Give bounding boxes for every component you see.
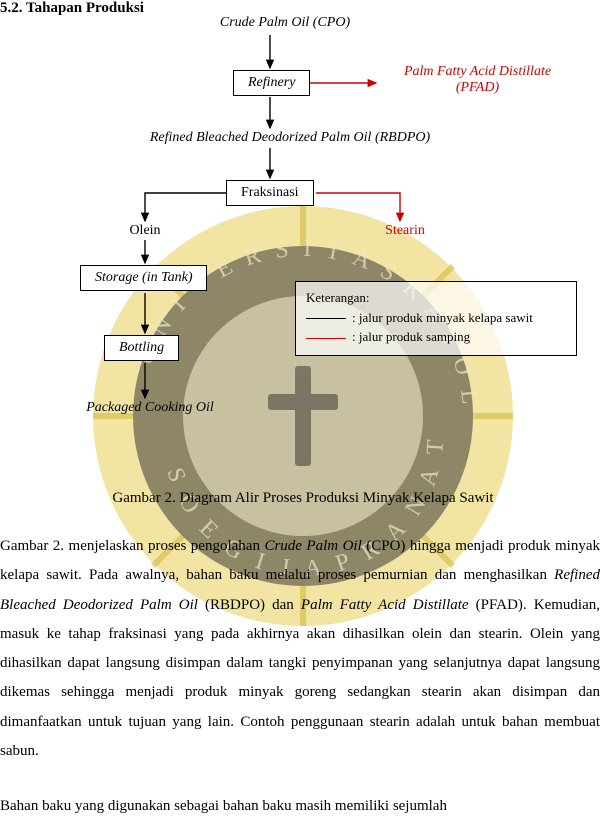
flow-diagram: Crude Palm Oil (CPO) Refinery Palm Fatty… bbox=[0, 15, 606, 445]
figure-caption: Gambar 2. Diagram Alir Proses Produksi M… bbox=[0, 490, 606, 507]
paragraph-1: Gambar 2. menjelaskan proses pengolahan … bbox=[0, 532, 600, 766]
paragraph-2: Bahan baku yang digunakan sebagai bahan … bbox=[0, 792, 600, 821]
node-rbdpo: Refined Bleached Deodorized Palm Oil (RB… bbox=[120, 130, 460, 146]
node-packaged: Packaged Cooking Oil bbox=[70, 400, 230, 416]
node-storage: Storage (in Tank) bbox=[80, 265, 207, 291]
legend-title: Keterangan: bbox=[306, 288, 566, 308]
legend-black-text: : jalur produk minyak kelapa sawit bbox=[352, 310, 533, 325]
legend-row-main: : jalur produk minyak kelapa sawit bbox=[306, 308, 566, 328]
node-refinery: Refinery bbox=[233, 70, 310, 96]
legend-row-side: : jalur produk samping bbox=[306, 327, 566, 347]
node-fraksinasi: Fraksinasi bbox=[226, 180, 314, 206]
pfad-line1: Palm Fatty Acid Distillate bbox=[404, 64, 551, 79]
legend-box: Keterangan: : jalur produk minyak kelapa… bbox=[295, 281, 577, 356]
node-bottling: Bottling bbox=[104, 335, 179, 361]
node-cpo: Crude Palm Oil (CPO) bbox=[180, 15, 390, 31]
node-olein: Olein bbox=[115, 223, 175, 239]
legend-red-text: : jalur produk samping bbox=[352, 329, 470, 344]
pfad-line2: (PFAD) bbox=[456, 80, 499, 95]
node-stearin: Stearin bbox=[370, 223, 440, 239]
node-pfad: Palm Fatty Acid Distillate (PFAD) bbox=[380, 64, 575, 96]
